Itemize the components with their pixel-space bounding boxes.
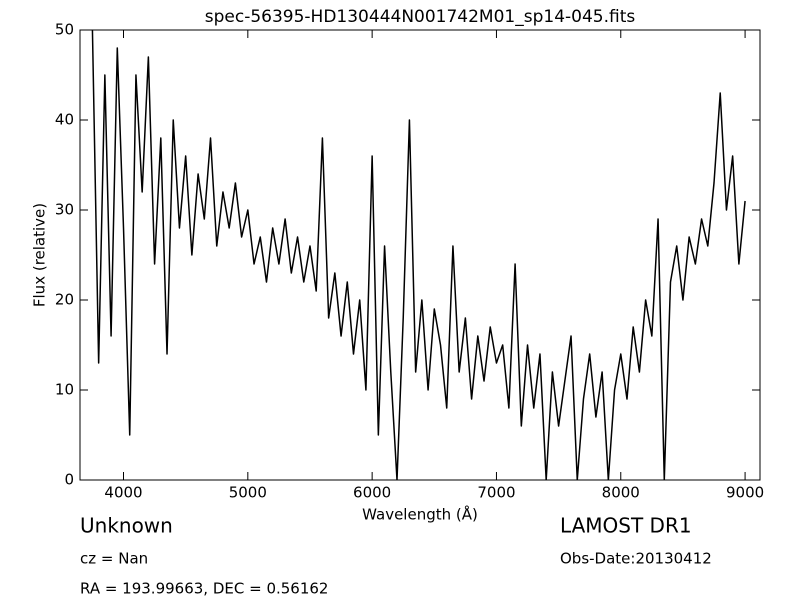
plot-frame <box>79 29 761 481</box>
y-tick-label: 40 <box>55 111 74 129</box>
x-tick-label: 4000 <box>104 484 142 502</box>
y-tick-label: 20 <box>55 291 74 309</box>
spectrum-line <box>91 30 746 480</box>
chart-title: spec-56395-HD130444N001742M01_sp14-045.f… <box>205 7 636 27</box>
coordinates: RA = 193.99663, DEC = 0.56162 <box>80 580 328 598</box>
y-tick-label: 10 <box>55 381 74 399</box>
x-tick-label: 9000 <box>726 484 764 502</box>
y-tick-label: 0 <box>64 471 74 489</box>
redshift: cz = Nan <box>80 550 148 568</box>
obs-date: Obs-Date:20130412 <box>560 550 712 568</box>
x-axis-label: Wavelength (Å) <box>362 505 478 524</box>
survey: LAMOST DR1 <box>560 514 692 538</box>
x-tick-label: 7000 <box>477 484 515 502</box>
x-tick-label: 6000 <box>353 484 391 502</box>
y-axis-label: Flux (relative) <box>31 203 49 307</box>
object-name: Unknown <box>80 514 173 538</box>
y-tick-label: 50 <box>55 21 74 39</box>
x-tick-label: 8000 <box>602 484 640 502</box>
y-tick-label: 30 <box>55 201 74 219</box>
x-tick-label: 5000 <box>229 484 267 502</box>
